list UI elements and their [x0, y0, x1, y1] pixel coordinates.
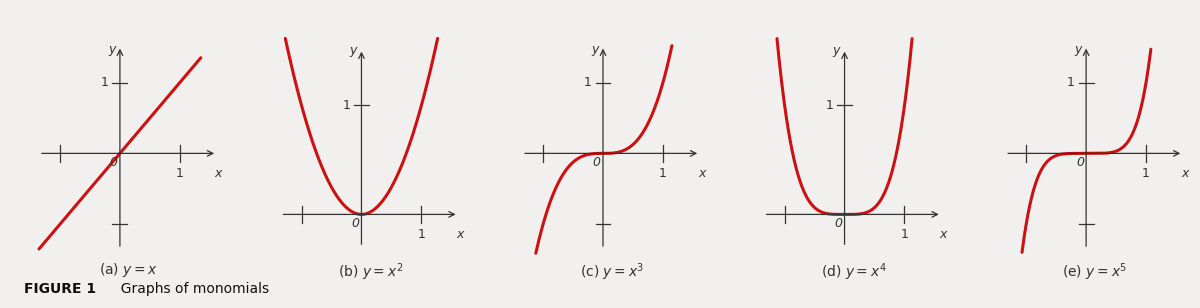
Text: 1: 1 [659, 167, 667, 180]
Text: $y$: $y$ [833, 46, 842, 59]
Text: 0: 0 [1076, 156, 1084, 169]
Text: (d) $y = x^{4}$: (d) $y = x^{4}$ [821, 261, 887, 283]
Text: $x$: $x$ [940, 228, 949, 241]
Text: 0: 0 [352, 217, 359, 230]
Text: $y$: $y$ [1074, 43, 1084, 58]
Text: $x$: $x$ [215, 167, 224, 180]
Text: FIGURE 1: FIGURE 1 [24, 282, 96, 296]
Text: 1: 1 [1142, 167, 1150, 180]
Text: 1: 1 [342, 99, 350, 112]
Text: 0: 0 [109, 156, 118, 169]
Text: 1: 1 [1067, 76, 1075, 89]
Text: 1: 1 [176, 167, 184, 180]
Text: 1: 1 [900, 228, 908, 241]
Text: (a) $y = x$: (a) $y = x$ [100, 261, 158, 279]
Text: 1: 1 [584, 76, 592, 89]
Text: (e) $y = x^{5}$: (e) $y = x^{5}$ [1062, 261, 1128, 283]
Text: 1: 1 [101, 76, 109, 89]
Text: 0: 0 [593, 156, 601, 169]
Text: $x$: $x$ [1181, 167, 1190, 180]
Text: 1: 1 [418, 228, 425, 241]
Text: (c) $y = x^{3}$: (c) $y = x^{3}$ [580, 261, 644, 283]
Text: (b) $y = x^{2}$: (b) $y = x^{2}$ [337, 261, 403, 283]
Text: 1: 1 [826, 99, 834, 112]
Text: 0: 0 [834, 217, 842, 230]
Text: $x$: $x$ [697, 167, 708, 180]
Text: $x$: $x$ [456, 228, 466, 241]
Text: $y$: $y$ [590, 43, 601, 58]
Text: $y$: $y$ [349, 46, 359, 59]
Text: $y$: $y$ [108, 43, 118, 58]
Text: Graphs of monomials: Graphs of monomials [112, 282, 269, 296]
